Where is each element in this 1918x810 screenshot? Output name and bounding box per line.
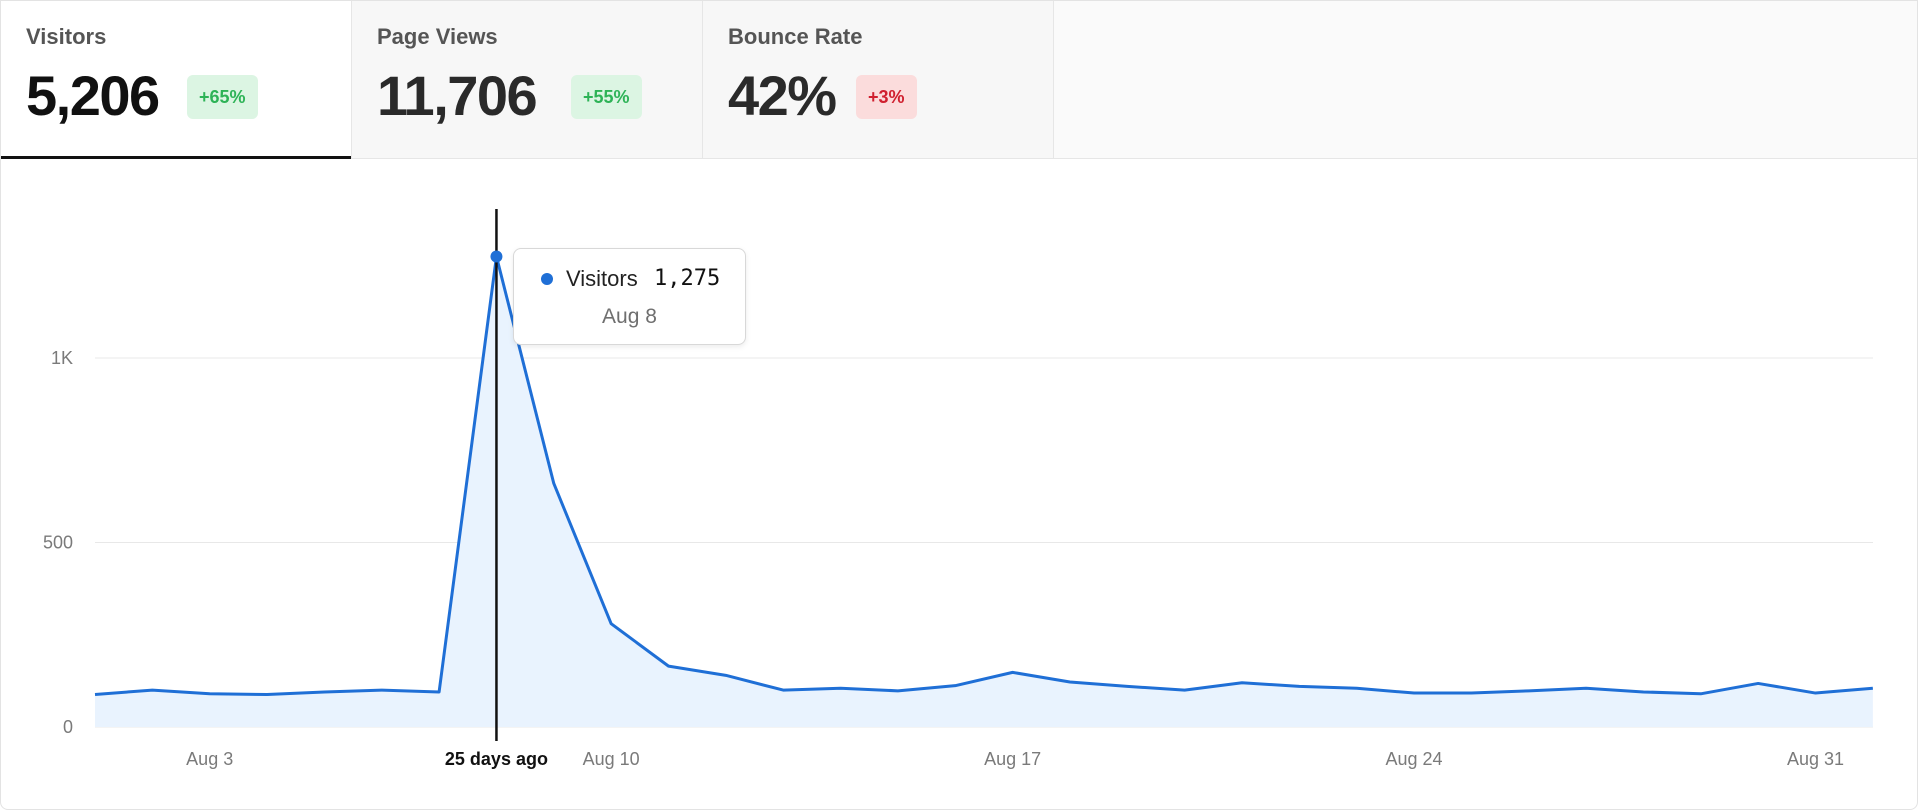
tooltip-series-value: 1,275 bbox=[654, 266, 721, 291]
visitors-chart[interactable]: 0 500 1K Aug 3 Aug 10 Aug 17 Aug 24 Aug 31 25 da… bbox=[1, 159, 1917, 809]
x-tick-label-aug-17: Aug 17 bbox=[984, 749, 1041, 769]
tabs-filler bbox=[1054, 1, 1917, 158]
chart-tooltip: Visitors 1,275 Aug 8 bbox=[513, 248, 746, 345]
visitors-area-fill bbox=[95, 256, 1873, 727]
y-tick-label-0: 0 bbox=[63, 717, 73, 737]
tooltip-series-name: Visitors bbox=[566, 266, 638, 291]
metric-tabs: Visitors 5,206 +65% Page Views 11,706 +5… bbox=[1, 1, 1917, 159]
tab-page-views[interactable]: Page Views 11,706 +55% bbox=[352, 1, 703, 158]
hover-point-marker bbox=[490, 250, 503, 263]
x-hover-label: 25 days ago bbox=[445, 749, 548, 769]
y-tick-label-500: 500 bbox=[43, 533, 73, 553]
visitors-series-line bbox=[94, 255, 1873, 697]
tab-visitors-value: 5,206 bbox=[26, 64, 160, 127]
x-tick-label-aug-31: Aug 31 bbox=[1787, 749, 1844, 769]
tab-bounce-rate-value: 42% bbox=[728, 64, 837, 127]
y-tick-label-1K: 1K bbox=[51, 348, 73, 368]
tab-page-views-value: 11,706 bbox=[377, 64, 538, 127]
tab-visitors[interactable]: Visitors 5,206 +65% bbox=[1, 1, 352, 159]
tab-bounce-rate-title: Bounce Rate bbox=[728, 24, 863, 49]
tab-bounce-rate[interactable]: Bounce Rate 42% +3% bbox=[703, 1, 1054, 158]
x-tick-label-aug-10: Aug 10 bbox=[583, 749, 640, 769]
visitors-chart-svg[interactable]: 0 500 1K Aug 3 Aug 10 Aug 17 Aug 24 Aug 31 25 da… bbox=[1, 159, 1917, 809]
tab-visitors-change-badge: +65% bbox=[187, 75, 258, 119]
x-tick-label-aug-24: Aug 24 bbox=[1386, 749, 1443, 769]
tab-page-views-title: Page Views bbox=[377, 24, 498, 49]
tooltip-date: Aug 8 bbox=[602, 305, 657, 328]
tab-page-views-change-badge: +55% bbox=[571, 75, 642, 119]
tab-bounce-rate-change-badge: +3% bbox=[856, 75, 917, 119]
x-tick-label-aug-3: Aug 3 bbox=[186, 749, 233, 769]
tooltip-series-dot-icon bbox=[541, 273, 553, 285]
tab-visitors-title: Visitors bbox=[26, 24, 107, 49]
